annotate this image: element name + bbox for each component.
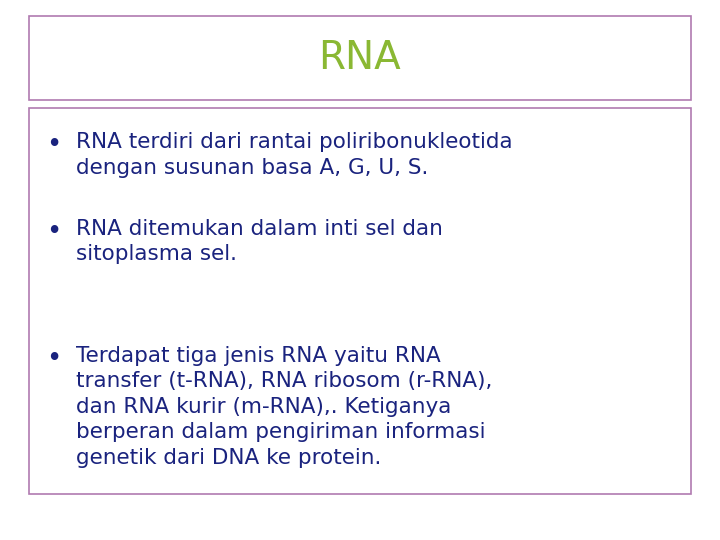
Text: •: • [46, 346, 62, 372]
Text: Terdapat tiga jenis RNA yaitu RNA
transfer (t-RNA), RNA ribosom (r-RNA),
dan RNA: Terdapat tiga jenis RNA yaitu RNA transf… [76, 346, 492, 468]
Text: RNA ditemukan dalam inti sel dan
sitoplasma sel.: RNA ditemukan dalam inti sel dan sitopla… [76, 219, 443, 264]
Text: RNA: RNA [319, 39, 401, 77]
Text: RNA terdiri dari rantai poliribonukleotida
dengan susunan basa A, G, U, S.: RNA terdiri dari rantai poliribonukleoti… [76, 132, 512, 178]
Text: •: • [46, 132, 62, 158]
FancyBboxPatch shape [29, 108, 691, 494]
Text: •: • [46, 219, 62, 245]
FancyBboxPatch shape [29, 16, 691, 100]
